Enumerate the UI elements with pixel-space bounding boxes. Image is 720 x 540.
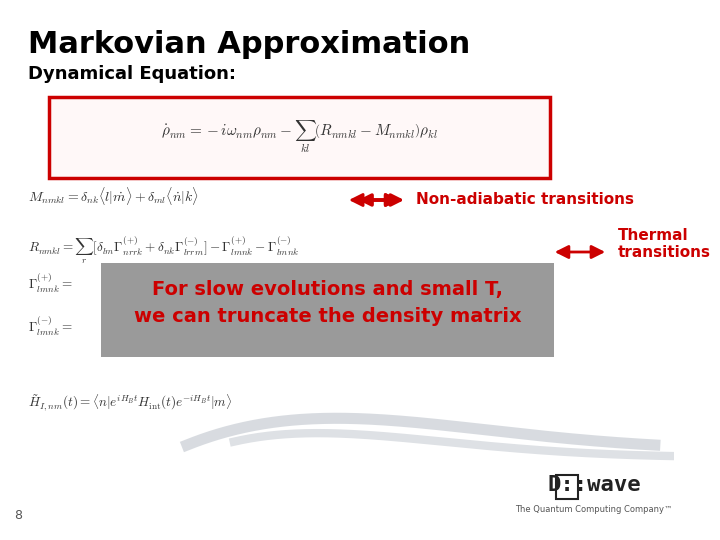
Text: For slow evolutions and small T,
we can truncate the density matrix: For slow evolutions and small T, we can …: [134, 280, 521, 326]
FancyBboxPatch shape: [556, 475, 578, 499]
Text: The Quantum Computing Company™: The Quantum Computing Company™: [516, 505, 672, 515]
Text: $\tilde{H}_{I,nm}(t) = \langle n|e^{iH_B t}H_{\mathrm{int}}(t)e^{-iH_B t}|m\rang: $\tilde{H}_{I,nm}(t) = \langle n|e^{iH_B…: [28, 392, 233, 413]
Text: D::wave: D::wave: [547, 475, 641, 495]
FancyBboxPatch shape: [49, 97, 550, 178]
Text: Thermal
transitions: Thermal transitions: [617, 228, 711, 260]
Text: $\Gamma^{(-)}_{lmnk} =$: $\Gamma^{(-)}_{lmnk} =$: [28, 315, 73, 338]
FancyBboxPatch shape: [101, 263, 554, 357]
Text: $\Gamma^{(+)}_{lmnk} =$: $\Gamma^{(+)}_{lmnk} =$: [28, 272, 73, 295]
Text: Dynamical Equation:: Dynamical Equation:: [28, 65, 236, 83]
Text: 8: 8: [14, 509, 22, 522]
FancyArrowPatch shape: [352, 194, 396, 206]
Text: Markovian Approximation: Markovian Approximation: [28, 30, 470, 59]
Text: $R_{nmkl} = \sum_r [\delta_{lm}\Gamma^{(+)}_{nrrk} + \delta_{nk}\Gamma^{(-)}_{lr: $R_{nmkl} = \sum_r [\delta_{lm}\Gamma^{(…: [28, 235, 300, 266]
Text: Non-adiabatic transitions: Non-adiabatic transitions: [416, 192, 634, 207]
FancyArrowPatch shape: [558, 246, 602, 258]
Text: $\dot{\rho}_{nm} = -i\omega_{nm}\rho_{nm} - \sum_{kl}\left(R_{nmkl} - M_{nmkl}\r: $\dot{\rho}_{nm} = -i\omega_{nm}\rho_{nm…: [161, 119, 438, 155]
Text: $M_{nmkl} = \delta_{nk}\langle l|\dot{m}\rangle + \delta_{ml}\langle \dot{n}|k\r: $M_{nmkl} = \delta_{nk}\langle l|\dot{m}…: [28, 185, 199, 207]
